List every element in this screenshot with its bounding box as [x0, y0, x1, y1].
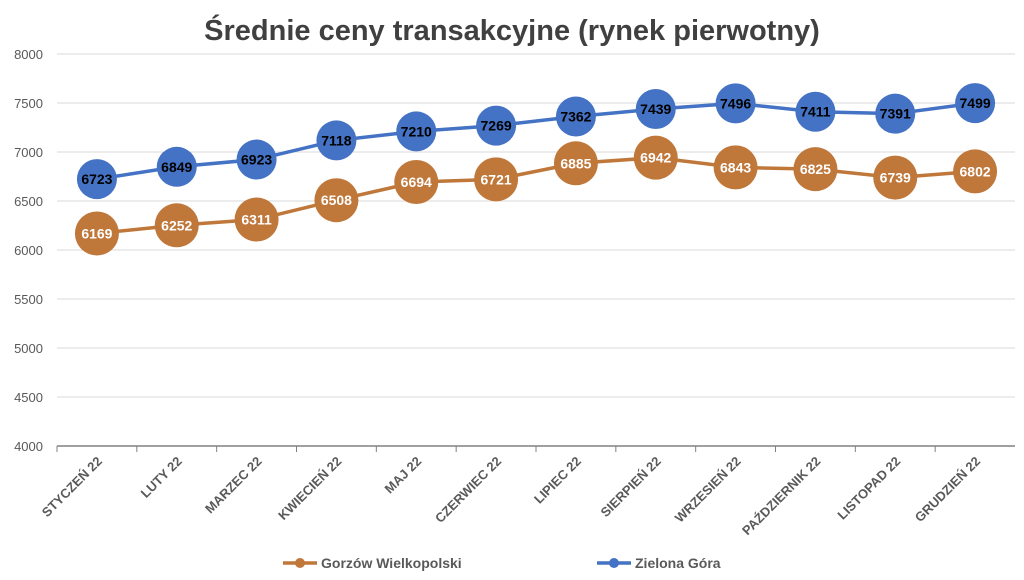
- data-label: 7210: [401, 123, 432, 139]
- legend-marker: [295, 558, 305, 568]
- y-tick-label: 8000: [14, 47, 43, 62]
- data-point: [633, 135, 678, 180]
- y-tick-label: 5000: [14, 341, 43, 356]
- x-tick-label: SIERPIEŃ 22: [598, 454, 664, 520]
- x-tick-label: CZERWIEC 22: [432, 454, 504, 526]
- data-point: [394, 159, 439, 204]
- chart-title: Średnie ceny transakcyjne (rynek pierwot…: [204, 13, 820, 47]
- data-label: 6169: [81, 225, 112, 241]
- y-tick-label: 6000: [14, 243, 43, 258]
- data-point: [875, 93, 916, 134]
- data-label: 6739: [880, 170, 911, 186]
- legend-label: Gorzów Wielkopolski: [321, 555, 462, 571]
- data-label: 7391: [880, 106, 911, 122]
- data-label: 7496: [720, 95, 751, 111]
- data-label: 7362: [560, 109, 591, 125]
- data-point: [474, 157, 519, 202]
- data-label: 6508: [321, 192, 352, 208]
- data-point: [314, 178, 359, 223]
- data-point: [396, 111, 437, 152]
- data-label: 7499: [960, 95, 991, 111]
- data-point: [635, 88, 676, 129]
- data-label: 6885: [560, 155, 591, 171]
- data-point: [476, 105, 517, 146]
- data-point: [555, 96, 596, 137]
- y-tick-label: 4500: [14, 390, 43, 405]
- data-point: [154, 203, 199, 248]
- x-tick-label: STYCZEŃ 22: [39, 454, 105, 520]
- x-tick-label: MARZEC 22: [202, 454, 265, 517]
- x-tick-label: LIPIEC 22: [531, 454, 584, 507]
- y-tick-label: 7500: [14, 96, 43, 111]
- data-point: [795, 91, 836, 132]
- data-label: 7118: [321, 132, 352, 148]
- x-tick-label: KWIECIEŃ 22: [275, 454, 344, 523]
- data-label: 7439: [640, 101, 671, 117]
- x-tick-label: PAŹDZIERNIK 22: [739, 454, 823, 538]
- data-label: 6825: [800, 161, 831, 177]
- data-label: 7269: [481, 118, 512, 134]
- legend-marker: [609, 558, 619, 568]
- data-label: 6311: [241, 212, 272, 228]
- legend-label: Zielona Góra: [635, 555, 721, 571]
- data-label: 6942: [640, 150, 671, 166]
- y-tick-label: 5500: [14, 292, 43, 307]
- data-point: [715, 83, 756, 124]
- data-point: [234, 197, 279, 242]
- data-point: [236, 139, 277, 180]
- data-point: [955, 83, 996, 124]
- data-point: [713, 145, 758, 190]
- data-point: [316, 120, 357, 161]
- data-label: 6843: [720, 159, 751, 175]
- x-tick-label: LUTY 22: [138, 454, 185, 501]
- x-tick-label: MAJ 22: [382, 454, 425, 497]
- y-tick-label: 4000: [14, 439, 43, 454]
- data-label: 6923: [241, 152, 272, 168]
- data-label: 6721: [481, 171, 512, 187]
- data-point: [793, 147, 838, 192]
- data-point: [553, 141, 598, 186]
- x-tick-label: WRZESIEŃ 22: [672, 454, 744, 526]
- data-label: 6849: [161, 159, 192, 175]
- data-label: 6694: [401, 174, 432, 190]
- data-label: 6723: [81, 171, 112, 187]
- x-tick-label: GRUDZIEŃ 22: [912, 454, 983, 525]
- data-label: 6802: [960, 163, 991, 179]
- data-point: [873, 155, 918, 200]
- series-line: [96, 155, 976, 236]
- data-point: [74, 211, 119, 256]
- y-tick-label: 7000: [14, 145, 43, 160]
- y-tick-label: 6500: [14, 194, 43, 209]
- data-point: [156, 146, 197, 187]
- data-label: 6252: [161, 217, 192, 233]
- data-point: [76, 159, 117, 200]
- data-label: 7411: [800, 104, 831, 120]
- x-tick-label: LISTOPAD 22: [834, 454, 903, 523]
- series-line: [96, 101, 976, 181]
- data-point: [953, 149, 998, 194]
